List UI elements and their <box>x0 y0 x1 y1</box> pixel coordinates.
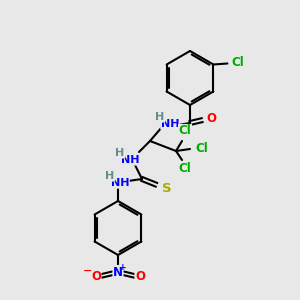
Text: −: − <box>83 266 93 276</box>
Text: H: H <box>116 148 124 158</box>
Text: NH: NH <box>111 178 129 188</box>
Text: S: S <box>162 182 172 194</box>
Text: H: H <box>105 171 115 181</box>
Text: Cl: Cl <box>178 124 191 137</box>
Text: +: + <box>119 263 127 272</box>
Text: Cl: Cl <box>178 163 191 176</box>
Text: Cl: Cl <box>196 142 208 155</box>
Text: H: H <box>155 112 165 122</box>
Text: Cl: Cl <box>231 56 244 69</box>
Text: O: O <box>91 269 101 283</box>
Text: O: O <box>206 112 216 125</box>
Text: N: N <box>113 266 123 278</box>
Text: NH: NH <box>121 155 139 165</box>
Text: O: O <box>135 269 145 283</box>
Text: NH: NH <box>161 119 179 129</box>
